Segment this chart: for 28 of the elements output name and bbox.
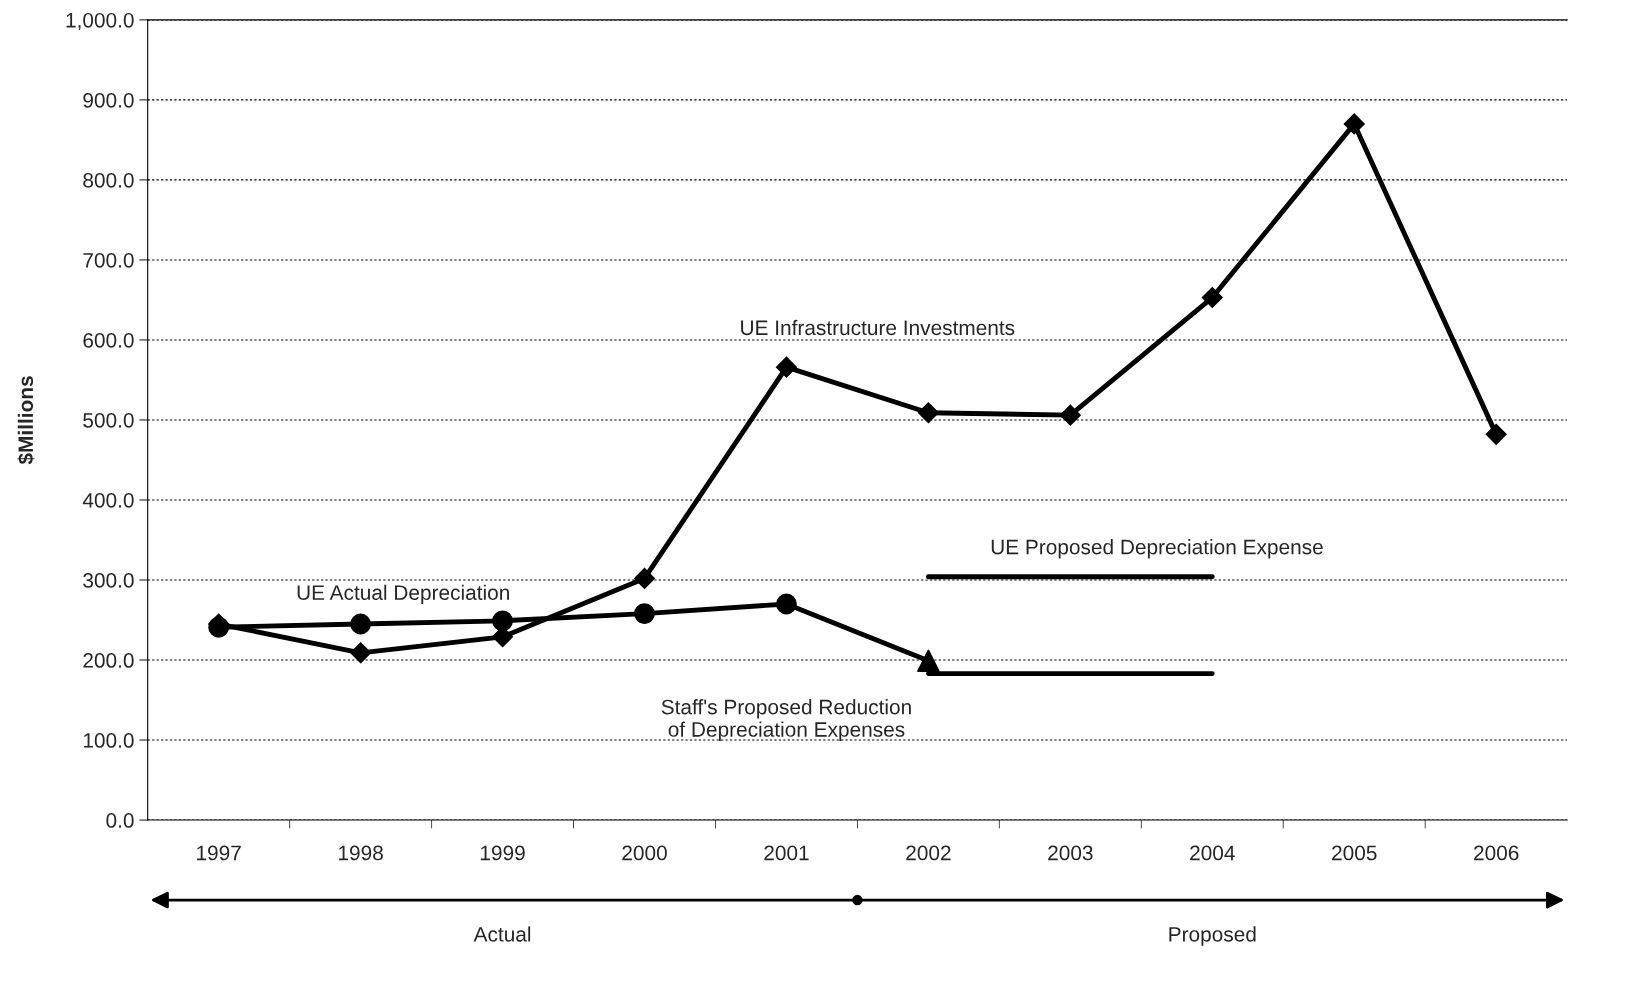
annotation: Staff's Proposed Reduction of Depreciation Expenses: [661, 699, 911, 741]
y-tick-label: 100.0: [83, 733, 134, 748]
y-tick-label: 0.0: [106, 813, 134, 828]
y-tick-label: 300.0: [83, 573, 134, 588]
y-tick-label: 600.0: [83, 332, 134, 348]
x-tick-label: 1998: [339, 845, 383, 861]
y-tick-label: 500.0: [83, 412, 134, 428]
y-axis-title: $Millions: [17, 376, 35, 465]
x-tick-label: 2005: [1332, 845, 1377, 861]
text: Proposed: [1169, 926, 1256, 946]
annotation: UE Proposed Depreciation Expense: [991, 539, 1323, 559]
x-tick-label: 2001: [764, 845, 809, 861]
y-tick-label: 1,000.0: [66, 12, 134, 31]
x-tick-label: 2002: [906, 845, 951, 861]
y-tick-label: 400.0: [82, 492, 134, 508]
annotation: UE Actual Depreciation: [297, 584, 509, 605]
text: Actual: [473, 926, 531, 942]
x-tick-label: 1999: [480, 845, 525, 861]
y-tick-label: 700.0: [83, 252, 134, 268]
x-tick-label: 2003: [1048, 845, 1093, 861]
x-tick-label: 1997: [197, 845, 241, 861]
y-tick-label: 200.0: [83, 653, 134, 668]
x-tick-label: 2000: [622, 845, 667, 861]
x-tick-label: 2006: [1474, 845, 1519, 861]
y-tick-label: 900.0: [83, 92, 134, 108]
y-tick-label: 800.0: [83, 172, 134, 188]
annotation: UE Infrastructure Investments: [741, 319, 1015, 336]
x-tick-label: 2004: [1190, 845, 1235, 861]
